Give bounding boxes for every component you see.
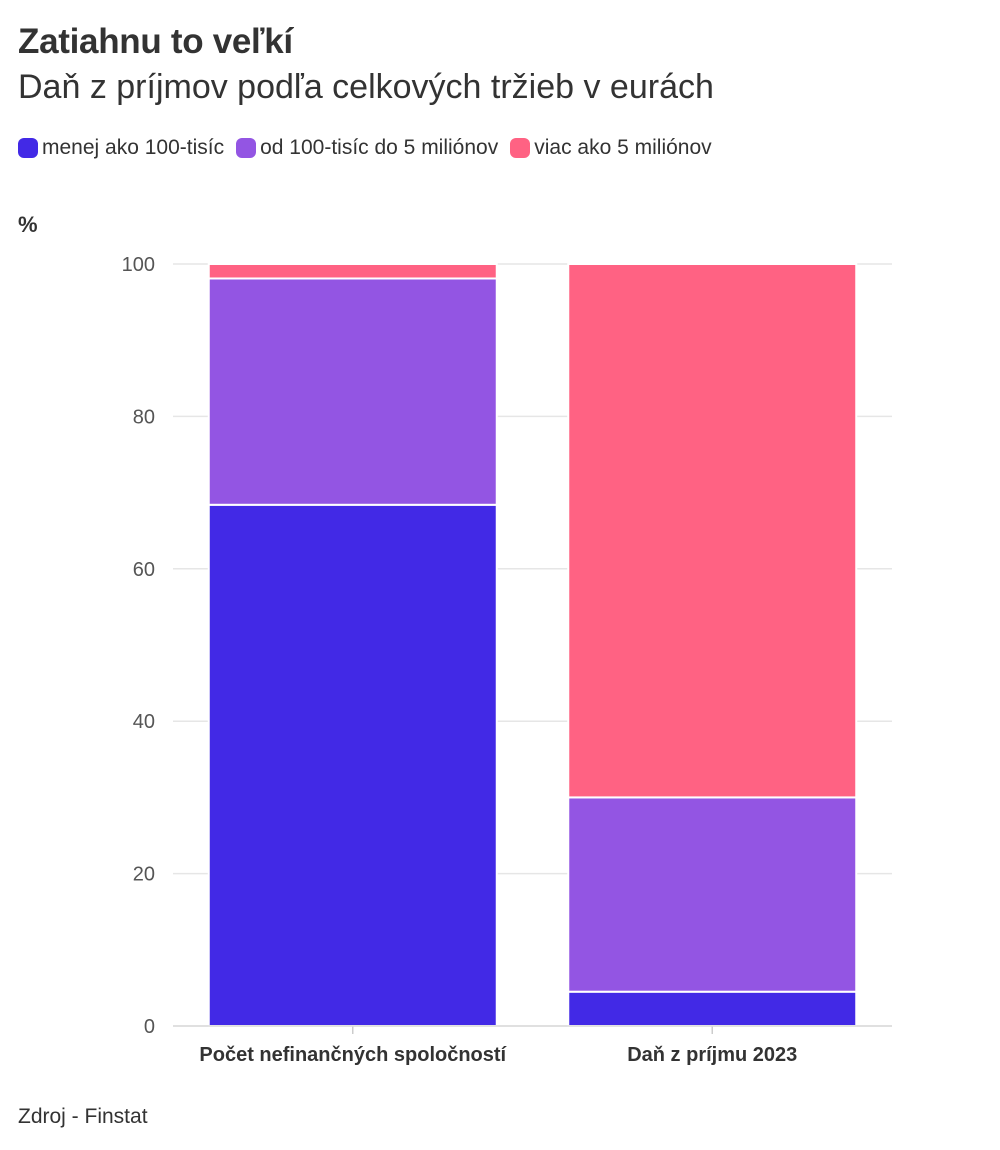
bar-segment-1-1 (567, 796, 858, 993)
bar-segment-1-0 (567, 990, 858, 1028)
y-axis-unit-label: % (18, 212, 38, 237)
legend-item-over-5m[interactable]: viac ako 5 miliónov (510, 136, 712, 160)
legend: menej ako 100-tisíc od 100-tisíc do 5 mi… (18, 136, 724, 160)
x-category-label-1: Daň z príjmu 2023 (627, 1044, 797, 1066)
bar-segment-1-2 (567, 263, 858, 799)
y-tick-label-40: 40 (133, 711, 155, 733)
legend-label-100k-to-5m: od 100-tisíc do 5 miliónov (260, 136, 499, 159)
chart-title: Zatiahnu to veľkí (18, 22, 293, 61)
bar-segment-0-2 (207, 263, 498, 280)
bar-segment-0-1 (207, 277, 498, 506)
source-note: Zdroj - Finstat (18, 1105, 148, 1128)
legend-label-over-5m: viac ako 5 miliónov (534, 136, 712, 159)
chart-subtitle: Daň z príjmov podľa celkových tržieb v e… (18, 68, 714, 106)
bar-segment-0-0 (207, 503, 498, 1027)
legend-item-100k-to-5m[interactable]: od 100-tisíc do 5 miliónov (236, 136, 498, 160)
legend-label-under-100k: menej ako 100-tisíc (42, 136, 225, 159)
y-tick-label-100: 100 (122, 254, 155, 276)
legend-swatch-100k-to-5m (236, 138, 257, 158)
legend-swatch-under-100k (18, 138, 38, 158)
legend-item-under-100k[interactable]: menej ako 100-tisíc (18, 136, 224, 160)
stacked-bar-chart: 0 20 40 60 80 100 Počet nefinančných spoločnos… (122, 254, 892, 1066)
y-tick-label-0: 0 (144, 1016, 155, 1038)
x-category-label-0: Počet nefinančných spoločností (199, 1044, 507, 1066)
y-tick-label-80: 80 (133, 406, 155, 428)
legend-swatch-over-5m (510, 138, 531, 158)
y-tick-label-20: 20 (133, 864, 155, 886)
y-tick-label-60: 60 (133, 559, 155, 581)
